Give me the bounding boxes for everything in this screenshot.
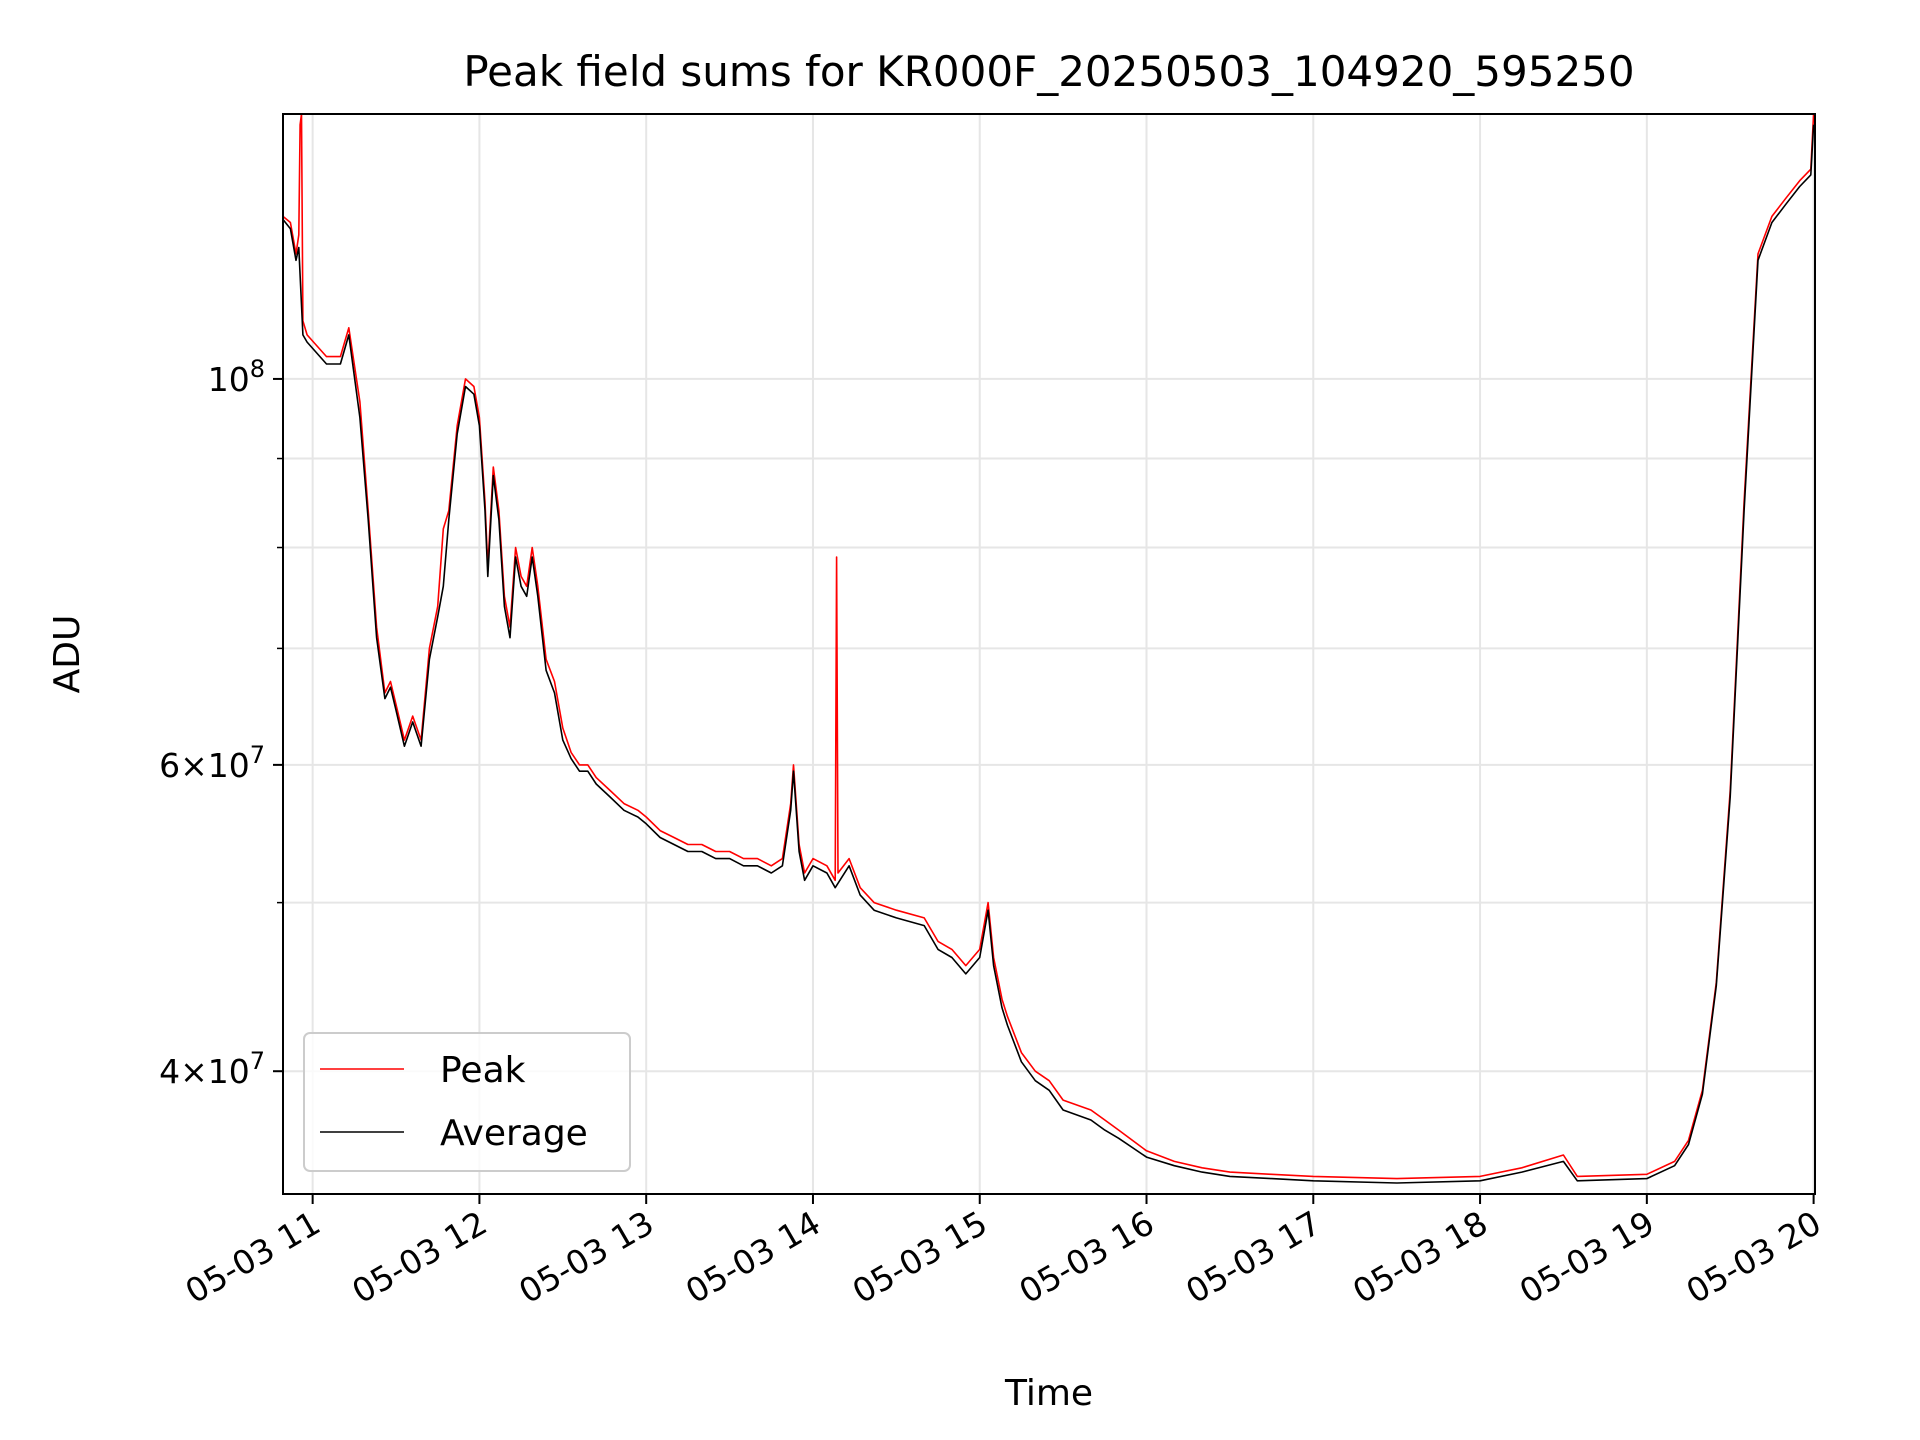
plot-frame [282,113,1816,1195]
grid [283,114,1815,1194]
x-axis-label: Time [1004,1373,1093,1414]
legend-label-average: Average [440,1113,588,1154]
series-line-average [282,124,1815,1184]
y-tick-label: 4×107 [159,1047,265,1091]
legend: Peak Average [303,1032,631,1172]
y-axis: 4×107 6×107 108 [159,355,283,1091]
series-line-peak [282,113,1815,1180]
chart-title: Peak field sums for KR000F_20250503_1049… [463,47,1634,96]
legend-box [303,1032,631,1172]
series-group [282,113,1815,1184]
y-tick-label: 108 [208,355,265,399]
y-tick-label: 6×107 [159,741,265,785]
legend-label-peak: Peak [440,1050,526,1091]
y-axis-label: ADU [47,615,88,694]
